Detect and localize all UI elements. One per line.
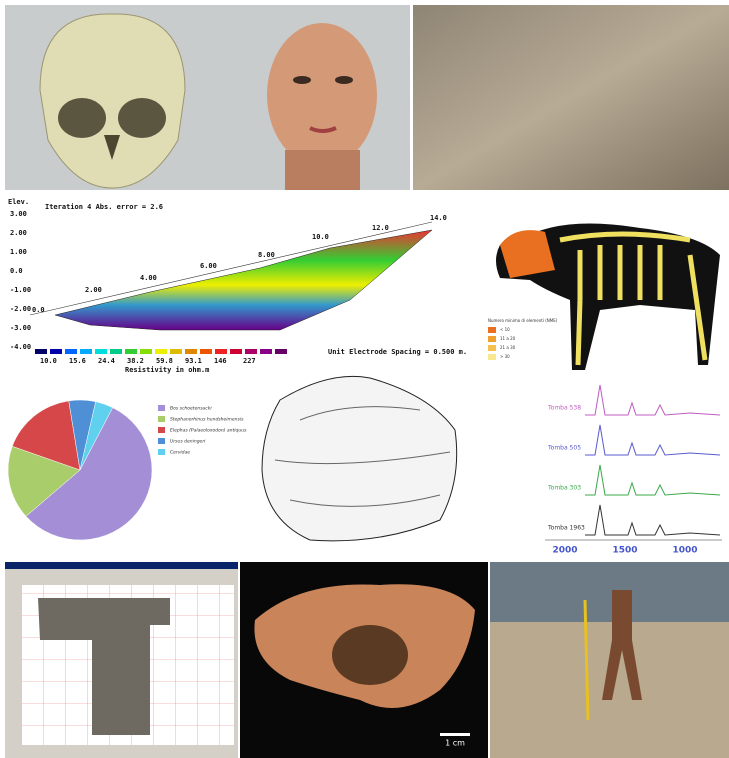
x-tick-label: 1000 bbox=[672, 546, 697, 556]
bison-skeleton: Numero minimo di elementi (NME) < 10 11 a… bbox=[488, 223, 720, 370]
distance-label: 2.00 bbox=[85, 286, 102, 294]
scale-label: 93.1 bbox=[185, 357, 202, 365]
pie-chart: Bos schoetensacki Stephanorhinus hundshei… bbox=[7, 399, 247, 541]
gis-screenshot bbox=[5, 562, 238, 758]
skull-panel bbox=[5, 5, 410, 190]
scale-title: Resistivity in ohm.m bbox=[125, 366, 209, 374]
spectrum-line bbox=[585, 504, 721, 536]
stone-tool-drawing bbox=[261, 375, 458, 542]
legend-swatch bbox=[488, 327, 496, 333]
scale-label: 1 cm bbox=[445, 739, 465, 748]
distance-label: 0.0 bbox=[32, 306, 45, 314]
scale-swatch bbox=[260, 349, 272, 354]
resistivity-section: Elev. Iteration 4 Abs. error = 2.6 Resis… bbox=[8, 198, 467, 374]
spacing-note: Unit Electrode Spacing = 0.500 m. bbox=[328, 348, 467, 356]
section-title: Iteration 4 Abs. error = 2.6 bbox=[45, 203, 163, 211]
distance-label: 14.0 bbox=[430, 214, 447, 222]
spectrum-label: Tomba 303 bbox=[547, 485, 581, 492]
scale-label: 146 bbox=[214, 357, 227, 365]
scale-swatch bbox=[230, 349, 242, 354]
spectrum-label: Tomba 538 bbox=[547, 405, 581, 412]
distance-label: 4.00 bbox=[140, 274, 157, 282]
legend-label: Cervidae bbox=[170, 450, 190, 456]
legend-swatch bbox=[158, 405, 165, 411]
spectrum-line bbox=[585, 424, 721, 456]
scale-label: 15.6 bbox=[69, 357, 86, 365]
scale-swatch bbox=[170, 349, 182, 354]
scale-label: 10.0 bbox=[40, 357, 57, 365]
scale-swatch bbox=[80, 349, 92, 354]
legend-label: Ursus deningeri bbox=[170, 439, 206, 445]
scale-swatch bbox=[95, 349, 107, 354]
bone-photo: 1 cm bbox=[240, 562, 488, 758]
legend-swatch bbox=[158, 449, 165, 455]
spectrum-line bbox=[585, 384, 721, 416]
legend-swatch bbox=[158, 438, 165, 444]
elevation-label: -2.00 bbox=[10, 305, 31, 313]
legend-title: Numero minimo di elementi (NME) bbox=[488, 318, 558, 323]
legend-label: 11 a 20 bbox=[500, 336, 516, 341]
scale-label: 227 bbox=[243, 357, 256, 365]
elevation-label: 0.0 bbox=[10, 267, 23, 275]
legend-swatch bbox=[158, 416, 165, 422]
scale-label: 38.2 bbox=[127, 357, 144, 365]
legend-label: Stephanorhinus hundsheimensis bbox=[170, 417, 244, 423]
scale-label: 24.4 bbox=[98, 357, 115, 365]
fossil-bed-photo bbox=[413, 5, 729, 190]
scale-swatch bbox=[245, 349, 257, 354]
scale-swatch bbox=[185, 349, 197, 354]
legend-label: Bos schoetensacki bbox=[170, 406, 212, 412]
scale-swatch bbox=[155, 349, 167, 354]
legend-swatch bbox=[488, 336, 496, 342]
spectrum-label: Tomba 1963 bbox=[547, 525, 585, 532]
distance-label: 6.00 bbox=[200, 262, 217, 270]
axis-title: Elev. bbox=[8, 198, 29, 206]
scale-swatch bbox=[50, 349, 62, 354]
legend-swatch bbox=[488, 345, 496, 351]
pie-slice bbox=[25, 407, 153, 541]
legend-label: > 30 bbox=[500, 354, 510, 359]
scale-swatch bbox=[200, 349, 212, 354]
x-tick-label: 2000 bbox=[552, 546, 577, 556]
scale-swatch bbox=[65, 349, 77, 354]
scale-swatch bbox=[275, 349, 287, 354]
elevation-label: 3.00 bbox=[10, 210, 27, 218]
spectrum-label: Tomba 505 bbox=[547, 445, 581, 452]
legend-swatch bbox=[488, 354, 496, 360]
excavation-photo bbox=[490, 562, 729, 758]
distance-label: 8.00 bbox=[258, 251, 275, 259]
pie-slice bbox=[11, 400, 81, 471]
legend-label: < 10 bbox=[500, 327, 510, 332]
pie-slice bbox=[79, 401, 114, 471]
ftir-spectra: Tomba 538 Tomba 505 Tomba 303 Tomba 1963 200… bbox=[545, 384, 722, 556]
distance-label: 10.0 bbox=[312, 233, 329, 241]
elevation-label: 1.00 bbox=[10, 248, 27, 256]
scale-swatch bbox=[140, 349, 152, 354]
legend-label: 21 a 30 bbox=[500, 345, 516, 350]
legend-swatch bbox=[158, 427, 165, 433]
scale-label: 59.8 bbox=[156, 357, 173, 365]
x-tick-label: 1500 bbox=[612, 546, 637, 556]
elevation-label: 2.00 bbox=[10, 229, 27, 237]
scale-swatch bbox=[215, 349, 227, 354]
elevation-label: -1.00 bbox=[10, 286, 31, 294]
elevation-label: -3.00 bbox=[10, 324, 31, 332]
scale-swatch bbox=[110, 349, 122, 354]
scale-swatch bbox=[35, 349, 47, 354]
legend-label: Elephas (Palaeoloxodon) antiquus bbox=[170, 428, 247, 434]
scale-swatch bbox=[125, 349, 137, 354]
spectrum-line bbox=[585, 464, 721, 496]
elevation-label: -4.00 bbox=[10, 343, 31, 351]
distance-label: 12.0 bbox=[372, 224, 389, 232]
